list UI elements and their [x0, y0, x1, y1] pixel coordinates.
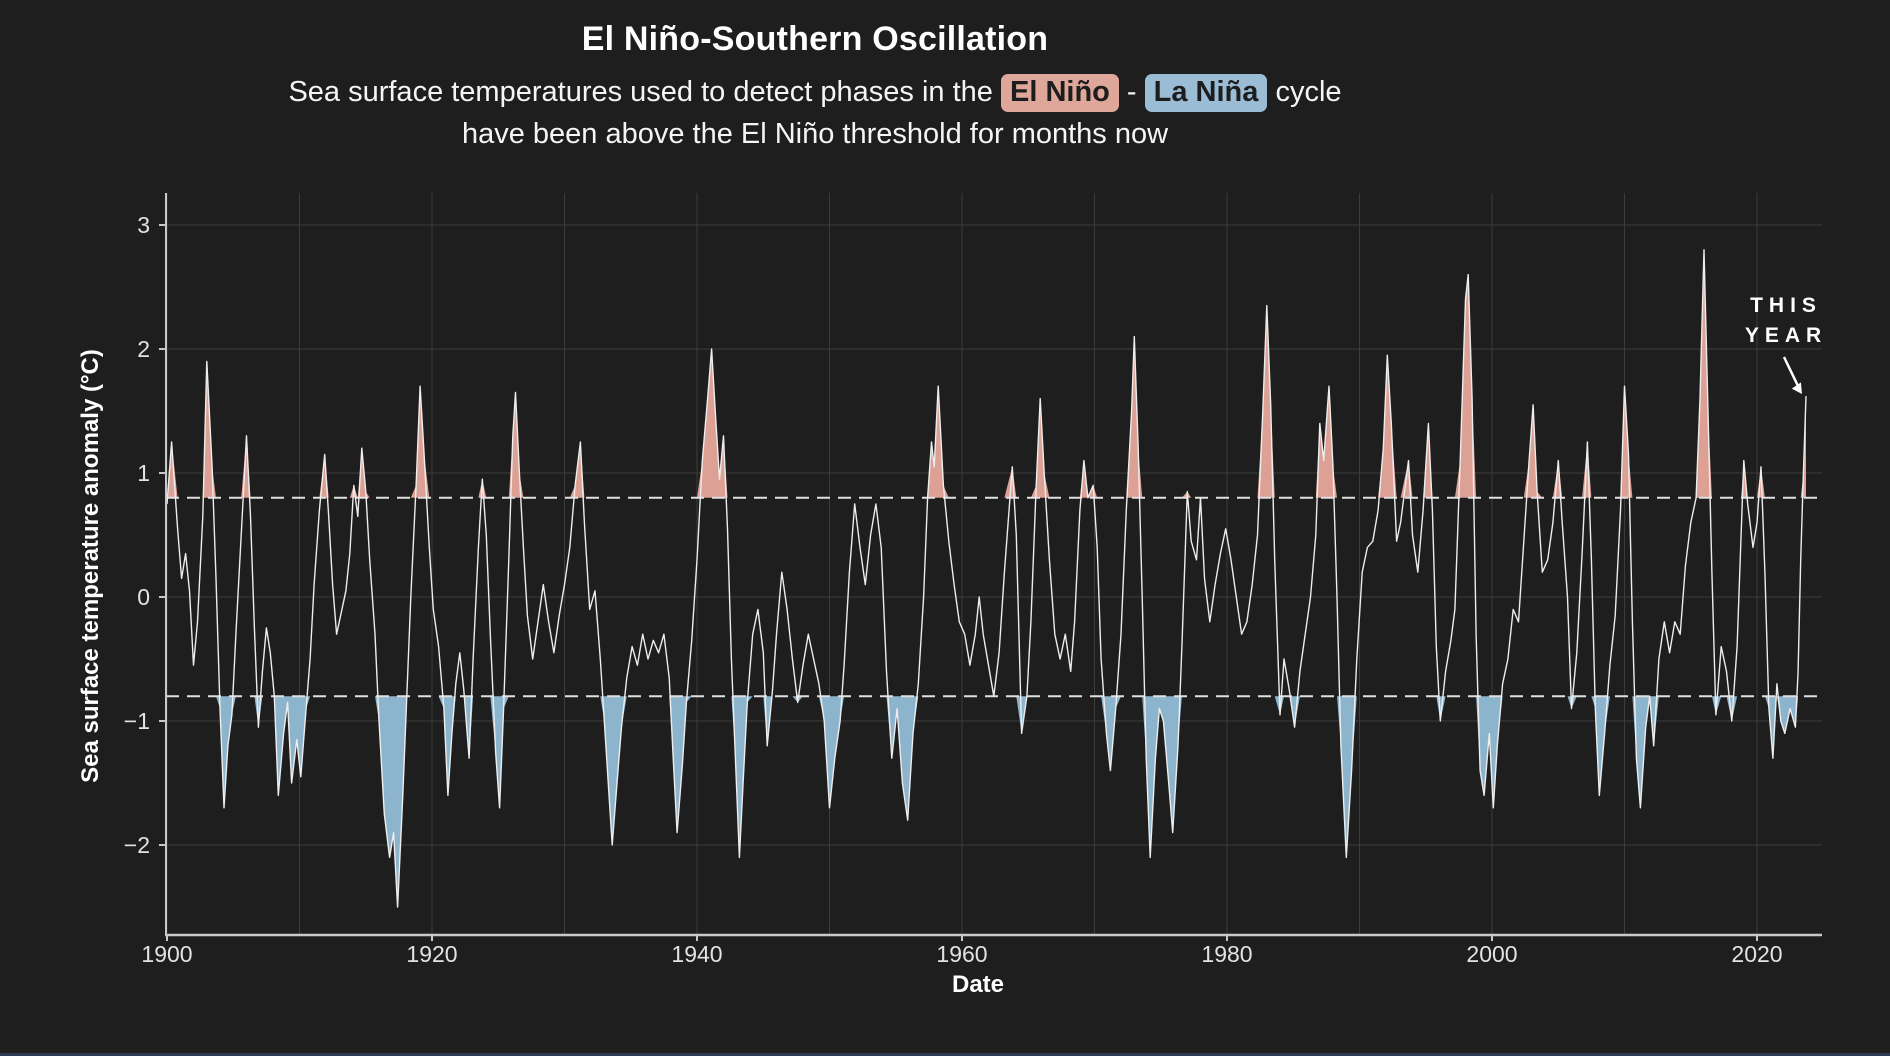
y-tick-label-3: 3	[137, 212, 150, 238]
anomaly-line-path	[166, 249, 1807, 908]
bottom-edge-strip	[0, 1053, 1890, 1056]
x-tick-label-1900: 1900	[141, 941, 192, 967]
subtitle-text-4: cycle	[1267, 76, 1342, 108]
annotation-line-1: THIS	[1750, 294, 1822, 317]
annotation-line-2: YEAR	[1745, 324, 1827, 347]
x-axis-title: Date	[952, 971, 1004, 998]
la-nina-badge: La Niña	[1144, 74, 1268, 112]
y-tick-label-2: 2	[137, 336, 150, 362]
y-tick-label-−1: −1	[124, 708, 150, 734]
x-tick-label-1960: 1960	[936, 941, 987, 967]
x-tick-label-2020: 2020	[1731, 941, 1782, 967]
axes	[159, 193, 1822, 941]
this-year-annotation: THIS YEAR	[1745, 294, 1827, 394]
x-tick-label-1980: 1980	[1201, 941, 1252, 967]
x-tick-label-2000: 2000	[1466, 941, 1517, 967]
y-tick-label-1: 1	[137, 460, 150, 486]
sst-anomaly-line	[166, 249, 1807, 908]
x-tick-label-1920: 1920	[406, 941, 457, 967]
chart-header: El Niño-Southern Oscillation Sea surface…	[0, 20, 1630, 155]
subtitle-text-2: -	[1118, 76, 1145, 108]
subtitle-line-1: Sea surface temperatures used to detect …	[0, 71, 1630, 113]
el-nino-badge: El Niño	[1000, 74, 1119, 112]
y-axis-title: Sea surface temperature anomaly (°C)	[77, 349, 104, 783]
subtitle-line-2: have been above the El Niño threshold fo…	[461, 118, 1169, 150]
page-title: El Niño-Southern Oscillation	[581, 20, 1049, 58]
annotation-arrow-icon	[1782, 356, 1802, 394]
x-tick-label-1940: 1940	[671, 941, 722, 967]
y-tick-label-0: 0	[137, 584, 150, 610]
la-nina-fill	[167, 696, 1806, 907]
y-tick-label-−2: −2	[124, 832, 150, 858]
gridlines	[166, 193, 1822, 935]
subtitle-text-0: Sea surface temperatures used to detect …	[288, 76, 1001, 108]
tick-labels: 3 2 1 0 −1 −2 1900 1920 1940 1960 1980 2000 2020	[124, 212, 1783, 967]
el-nino-fill	[167, 249, 1806, 498]
threshold-fills	[167, 249, 1806, 907]
